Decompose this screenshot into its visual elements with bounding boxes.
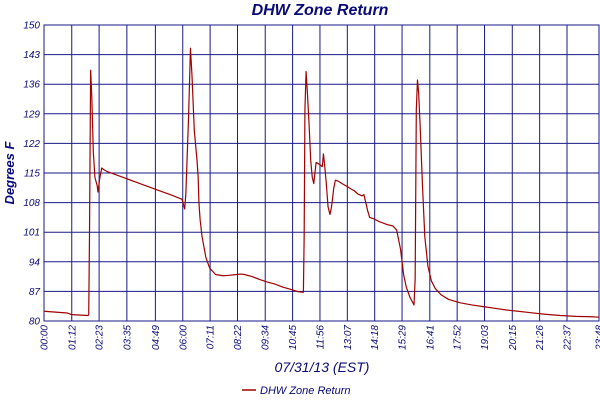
- y-tick-label: 80: [29, 317, 41, 328]
- x-tick-label: 07:11: [206, 325, 217, 349]
- x-tick-label: 13:07: [343, 325, 354, 350]
- x-tick-label: 22:37: [563, 325, 574, 351]
- gridlines: [44, 25, 599, 321]
- y-tick-label: 101: [23, 228, 40, 239]
- y-tick-label: 122: [23, 139, 40, 150]
- x-tick-label: 03:35: [122, 325, 133, 350]
- x-tick-label: 11:56: [315, 325, 326, 350]
- x-tick-label: 23:48: [595, 325, 600, 351]
- y-tick-label: 94: [29, 257, 41, 268]
- y-tick-label: 87: [29, 287, 41, 298]
- x-tick-label: 21:26: [535, 325, 546, 351]
- y-tick-label: 143: [23, 50, 40, 61]
- x-tick-label: 01:12: [67, 325, 78, 350]
- x-tick-label: 00:00: [40, 325, 51, 350]
- x-axis-ticks: 00:00 01:12 02:23 03:35 04:49 06:00 07:11 08:22…: [40, 325, 600, 351]
- legend: DHW Zone Return: [242, 385, 350, 397]
- y-axis-title: Degrees F: [2, 141, 17, 205]
- x-tick-label: 17:52: [453, 325, 464, 350]
- y-tick-label: 115: [24, 169, 40, 180]
- y-tick-label: 136: [23, 80, 40, 91]
- x-tick-label: 14:18: [370, 325, 381, 350]
- x-tick-label: 20:15: [508, 325, 519, 351]
- legend-label: DHW Zone Return: [260, 385, 350, 397]
- x-tick-label: 06:00: [178, 325, 189, 350]
- chart-title: DHW Zone Return: [252, 2, 389, 19]
- x-axis-title: 07/31/13 (EST): [275, 359, 370, 375]
- y-tick-label: 129: [23, 109, 40, 120]
- series-group: [43, 47, 600, 318]
- y-axis-ticks: 80 87 94 101 108 115 122 129 136 143 150: [23, 21, 40, 328]
- series-line: [43, 47, 600, 318]
- x-tick-label: 02:23: [95, 325, 106, 350]
- y-tick-label: 150: [23, 21, 40, 32]
- x-tick-label: 04:49: [151, 325, 162, 350]
- x-tick-label: 15:29: [398, 325, 409, 350]
- x-tick-label: 08:22: [233, 325, 244, 350]
- x-tick-label: 09:34: [261, 325, 272, 350]
- x-tick-label: 19:03: [480, 325, 491, 350]
- x-tick-label: 10:45: [288, 325, 299, 350]
- x-tick-label: 16:41: [425, 325, 436, 350]
- y-tick-label: 108: [23, 198, 40, 209]
